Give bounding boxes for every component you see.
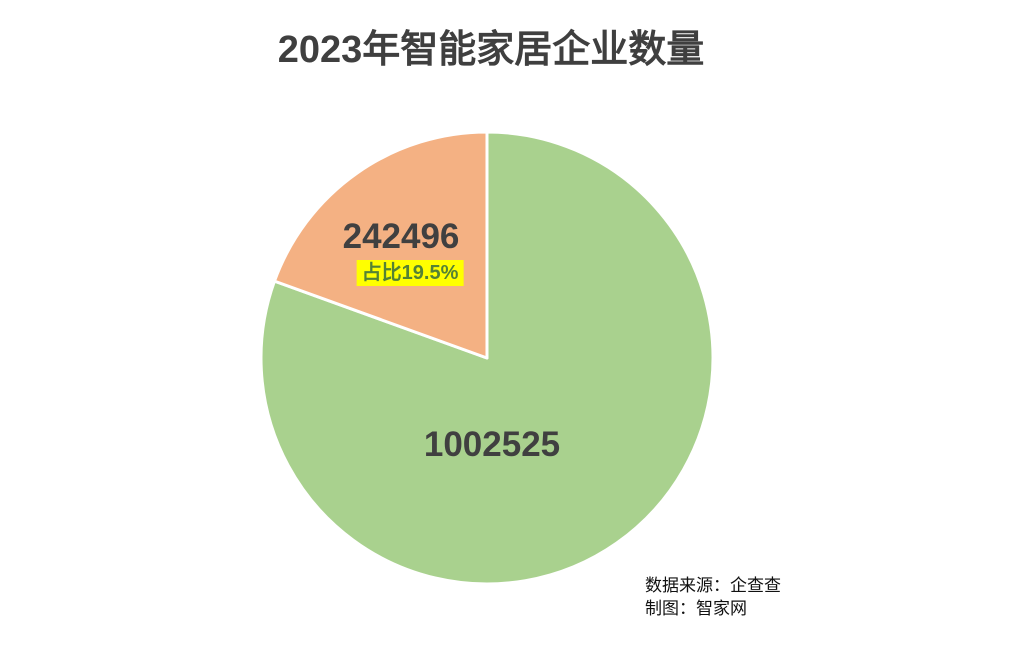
slice-value-label-orange: 242496 (342, 217, 460, 256)
share-annotation-badge: 占比19.5% (356, 260, 464, 286)
source-line-1: 数据来源：企查查 (645, 576, 781, 595)
pie-slice-orange-slice (272, 130, 489, 360)
source-line-2: 制图：智家网 (645, 599, 747, 618)
source-note: 数据来源：企查查 制图：智家网 (645, 574, 781, 620)
slice-value-label-green: 1002525 (423, 425, 561, 464)
chart-title: 2023年智能家居企业数量 (277, 29, 705, 71)
